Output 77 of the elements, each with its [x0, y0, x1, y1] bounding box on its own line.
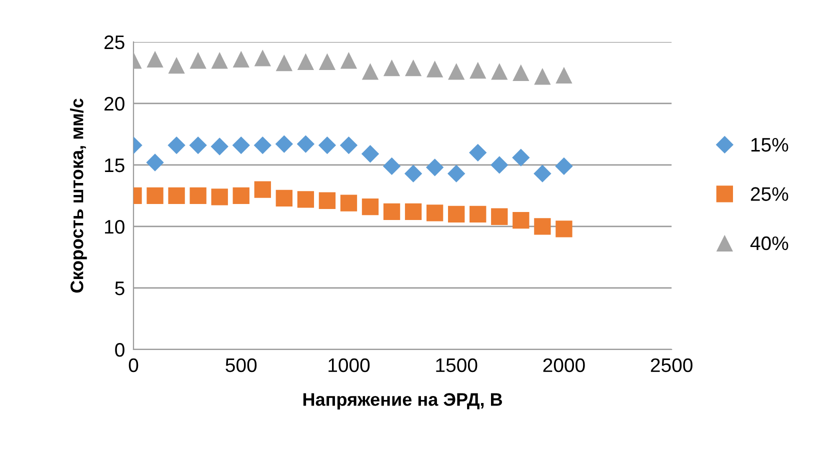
- point: [254, 181, 271, 198]
- point: [512, 212, 530, 229]
- point: [232, 136, 250, 154]
- legend-label: 15%: [751, 138, 788, 152]
- point: [318, 53, 336, 70]
- point: [232, 187, 250, 204]
- point: [362, 198, 379, 216]
- x-tick-label: 2000: [543, 358, 585, 372]
- point: [426, 204, 444, 222]
- point: [318, 136, 336, 154]
- y-axis-title: Скорость штока, мм/с: [70, 98, 87, 293]
- point: [254, 136, 272, 154]
- point: [556, 66, 572, 84]
- point: [210, 138, 228, 156]
- point: [232, 50, 250, 68]
- point: [276, 190, 292, 207]
- legend-label: 40%: [750, 236, 788, 250]
- point: [275, 135, 293, 153]
- point: [146, 154, 164, 172]
- y-tick-label: 10: [105, 220, 124, 234]
- point: [534, 218, 551, 235]
- x-tick-label: 1000: [328, 358, 370, 372]
- point: [211, 188, 228, 206]
- point: [534, 164, 552, 182]
- point: [190, 187, 206, 204]
- point: [448, 164, 466, 182]
- point: [190, 52, 206, 69]
- point: [361, 145, 380, 163]
- point: [426, 158, 444, 176]
- y-tick-label: 15: [105, 158, 124, 172]
- point: [490, 156, 508, 174]
- point: [404, 203, 422, 220]
- point: [340, 194, 358, 212]
- point: [512, 148, 530, 166]
- point: [448, 63, 465, 80]
- point: [211, 52, 228, 69]
- point: [470, 62, 486, 79]
- legend-label: 25%: [750, 187, 788, 201]
- x-tick-label: 0: [128, 358, 138, 372]
- point: [555, 157, 573, 176]
- point: [404, 164, 422, 182]
- point: [146, 187, 164, 204]
- point: [469, 144, 487, 162]
- point: [168, 187, 185, 204]
- point: [276, 54, 292, 72]
- point: [534, 68, 551, 85]
- point: [297, 53, 314, 70]
- point: [146, 50, 164, 68]
- point: [168, 136, 186, 154]
- point: [296, 135, 315, 153]
- point: [404, 59, 422, 76]
- y-tick-label: 25: [104, 35, 124, 50]
- point: [512, 64, 530, 82]
- point: [383, 203, 400, 220]
- point: [556, 220, 572, 238]
- x-tick-label: 500: [226, 358, 257, 372]
- x-tick-label: 2500: [650, 358, 692, 372]
- point: [297, 191, 314, 208]
- x-tick-label: 1500: [436, 358, 478, 372]
- point: [448, 206, 465, 223]
- x-axis-title: Напряжение на ЭРД, В: [303, 393, 502, 410]
- point: [491, 63, 508, 80]
- point: [168, 56, 185, 74]
- point: [426, 60, 444, 78]
- point: [254, 50, 271, 66]
- point: [318, 192, 336, 209]
- point: [382, 157, 401, 176]
- point: [340, 52, 358, 69]
- point: [340, 136, 358, 154]
- point: [470, 206, 486, 223]
- point: [383, 59, 400, 76]
- point: [362, 63, 379, 80]
- y-tick-label: 20: [104, 96, 124, 111]
- point: [491, 208, 508, 225]
- y-tick-label: 5: [115, 282, 124, 296]
- y-tick-label: 0: [115, 342, 124, 357]
- point: [189, 136, 207, 154]
